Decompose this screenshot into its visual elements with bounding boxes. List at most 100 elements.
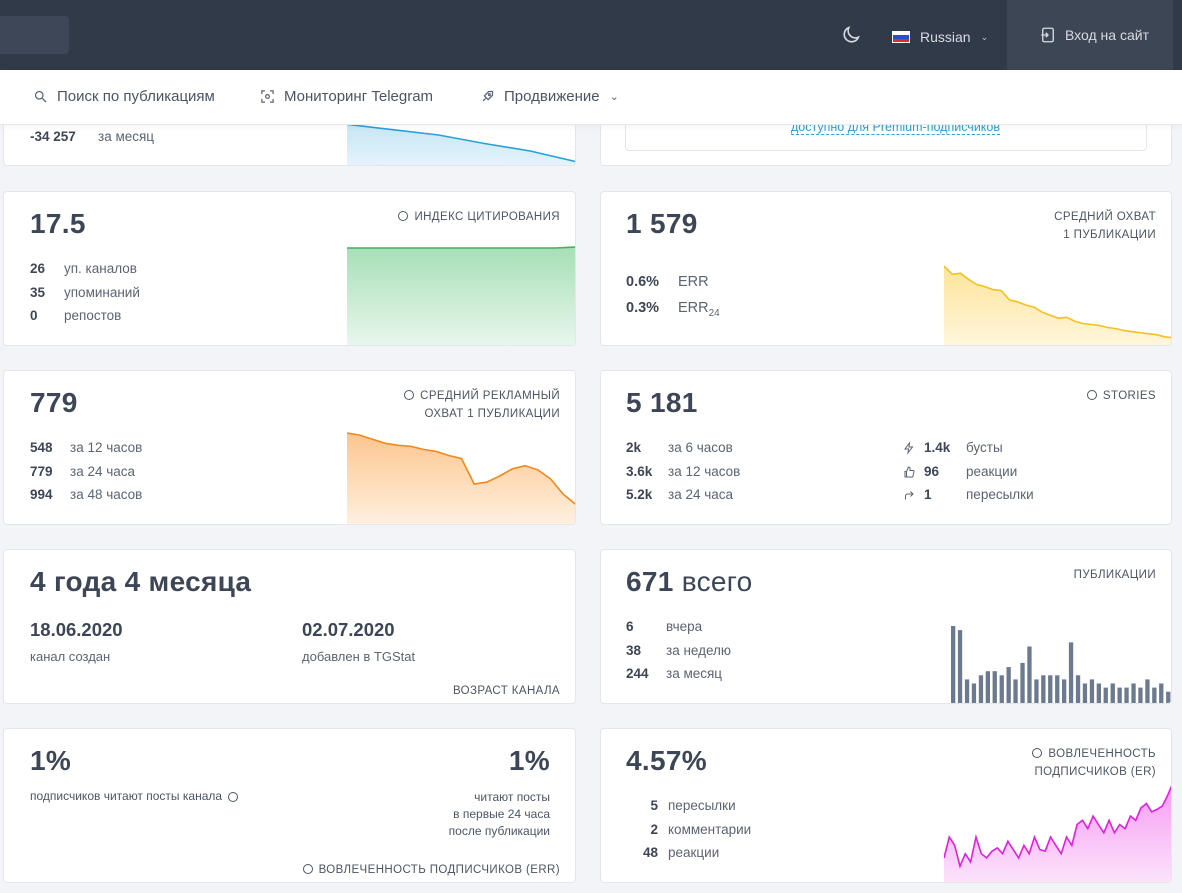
posts-bar[interactable]	[978, 675, 984, 704]
channel-added-label: добавлен в TGStat	[302, 649, 416, 664]
citation-label[interactable]: ИНДЕКС ЦИТИРОВАНИЯ	[398, 208, 560, 226]
posts-bar[interactable]	[951, 626, 956, 704]
posts-bar[interactable]	[1110, 683, 1115, 705]
posts-bar[interactable]	[1068, 642, 1074, 704]
citation-value: 17.5	[30, 208, 86, 239]
stories-reactions-row: 96 реакции	[903, 464, 1017, 479]
posts-bar[interactable]	[1096, 683, 1101, 705]
posts-bar[interactable]	[1020, 662, 1025, 704]
posts-bar[interactable]	[1041, 675, 1046, 704]
language-label: Russian	[920, 29, 971, 45]
citation-area-fill	[347, 247, 575, 345]
ad-reach-label[interactable]: СРЕДНИЙ РЕКЛАМНЫЙ ОХВАТ 1 ПУБЛИКАЦИИ	[404, 387, 560, 423]
posts-bar[interactable]	[1034, 679, 1039, 704]
ad-reach-row: 779 за 24 часа	[30, 464, 136, 479]
er-card: 4.57% ВОВЛЕЧЕННОСТЬ ПОДПИСЧИКОВ (ER) 5 пер…	[600, 728, 1172, 883]
reach-label: СРЕДНИЙ ОХВАТ 1 ПУБЛИКАЦИИ	[1054, 211, 1156, 241]
help-icon	[302, 864, 313, 874]
er-row: 5 пересылки	[650, 798, 736, 813]
posts-bar[interactable]	[1006, 667, 1011, 704]
help-icon[interactable]	[228, 792, 239, 802]
posts-bar[interactable]	[1013, 679, 1018, 704]
err-left-value: 1%	[30, 745, 72, 776]
posts-bar[interactable]	[1145, 679, 1150, 704]
reach-line	[944, 265, 1171, 339]
posts-bar[interactable]	[1124, 687, 1129, 704]
err-left-text: подписчиков читают посты канала	[30, 789, 244, 803]
reach-card: 1 579 СРЕДНИЙ ОХВАТ 1 ПУБЛИКАЦИИ 0.6% ERR …	[600, 191, 1172, 346]
posts-bar[interactable]	[1138, 687, 1143, 704]
posts-bar[interactable]	[1062, 679, 1067, 704]
posts-bar[interactable]	[964, 679, 970, 704]
posts-bar[interactable]	[971, 683, 977, 705]
posts-bar-chart	[951, 626, 1171, 705]
posts-bar[interactable]	[1089, 679, 1095, 704]
chevron-down-icon: ⌄	[609, 91, 619, 103]
stories-value: 5 181	[626, 387, 698, 418]
subscribers-sparkline	[347, 123, 575, 165]
posts-bar[interactable]	[1166, 691, 1171, 704]
err24-row: 0.3% ERR24	[626, 300, 720, 319]
posts-bar[interactable]	[1152, 687, 1157, 704]
subscribers-area-fill	[347, 124, 575, 165]
chevron-down-icon: ⌄	[980, 31, 989, 42]
posts-bar[interactable]	[1103, 687, 1108, 704]
posts-bar[interactable]	[1131, 683, 1136, 705]
russia-flag-icon	[892, 31, 910, 43]
ad-reach-sparkline	[347, 432, 575, 524]
nav-search-posts[interactable]: Поиск по публикациям	[33, 88, 215, 105]
login-button[interactable]: Вход на сайт	[1007, 0, 1173, 70]
rocket-icon	[482, 90, 494, 102]
help-icon	[1032, 748, 1043, 758]
channel-added-date: 02.07.2020	[302, 619, 395, 640]
channel-created-label: канал создан	[30, 649, 111, 664]
er-row: 2 комментарии	[650, 822, 752, 837]
posts-bar[interactable]	[957, 630, 963, 704]
er-row: 48 реакции	[642, 845, 720, 860]
reach-value: 1 579	[626, 208, 698, 239]
help-icon	[404, 390, 415, 400]
posts-row: 6 вчера	[626, 619, 703, 634]
channel-age-value: 4 года 4 месяца	[30, 566, 252, 597]
posts-bar[interactable]	[1048, 675, 1053, 704]
nav-promotion[interactable]: Продвижение ⌄	[480, 88, 619, 105]
posts-bar[interactable]	[992, 671, 997, 704]
er-line	[944, 785, 1171, 869]
subscribers-line	[347, 123, 575, 163]
subscribers-delta: -34 257	[30, 129, 76, 144]
citation-row: 35 упоминаний	[30, 285, 140, 300]
moon-icon[interactable]	[840, 24, 862, 46]
language-selector[interactable]: Russian ⌄	[892, 27, 988, 47]
stories-forwards-row: 1 пересылки	[903, 487, 1034, 502]
posts-bar[interactable]	[1117, 687, 1122, 704]
posts-bar[interactable]	[1159, 683, 1164, 705]
stories-card: 5 181 STORIES 2k за 6 часов 3.6k за 12 час…	[600, 370, 1172, 525]
err-row: 0.6% ERR	[626, 274, 709, 290]
stories-row: 2k за 6 часов	[626, 440, 733, 455]
scan-icon	[261, 90, 274, 103]
er-label[interactable]: ВОВЛЕЧЕННОСТЬ ПОДПИСЧИКОВ (ER)	[1032, 745, 1156, 781]
posts-bar[interactable]	[985, 671, 990, 704]
ad_reach-area-fill	[347, 433, 575, 524]
posts-label: ПУБЛИКАЦИИ	[1073, 569, 1156, 581]
err-card: 1% подписчиков читают посты канала 1% чи…	[3, 728, 576, 883]
ad-reach-value: 779	[30, 387, 78, 418]
err-label[interactable]: ВОВЛЕЧЕННОСТЬ ПОДПИСЧИКОВ (ERR)	[302, 861, 560, 879]
subscribers-month-row: -34 257 за месяц	[30, 129, 154, 144]
posts-bar[interactable]	[1055, 675, 1060, 704]
stories-label[interactable]: STORIES	[1086, 387, 1156, 405]
channel-created-date: 18.06.2020	[30, 619, 123, 640]
posts-bar[interactable]	[999, 675, 1004, 704]
er-sparkline	[944, 785, 1171, 882]
reach-area-fill	[944, 266, 1171, 345]
posts-bar[interactable]	[1075, 675, 1081, 704]
posts-bar[interactable]	[1082, 683, 1088, 705]
subscribers-period: за месяц	[98, 129, 155, 144]
nav-monitoring[interactable]: Мониторинг Telegram	[260, 88, 433, 105]
thumbs-up-icon	[904, 466, 915, 478]
stories-boosts-row: 1.4k бусты	[903, 440, 1003, 455]
header-search-box[interactable]	[0, 16, 69, 54]
ad_reach-line	[347, 432, 575, 505]
posts-bar[interactable]	[1027, 646, 1032, 705]
reach-sparkline	[944, 265, 1171, 345]
